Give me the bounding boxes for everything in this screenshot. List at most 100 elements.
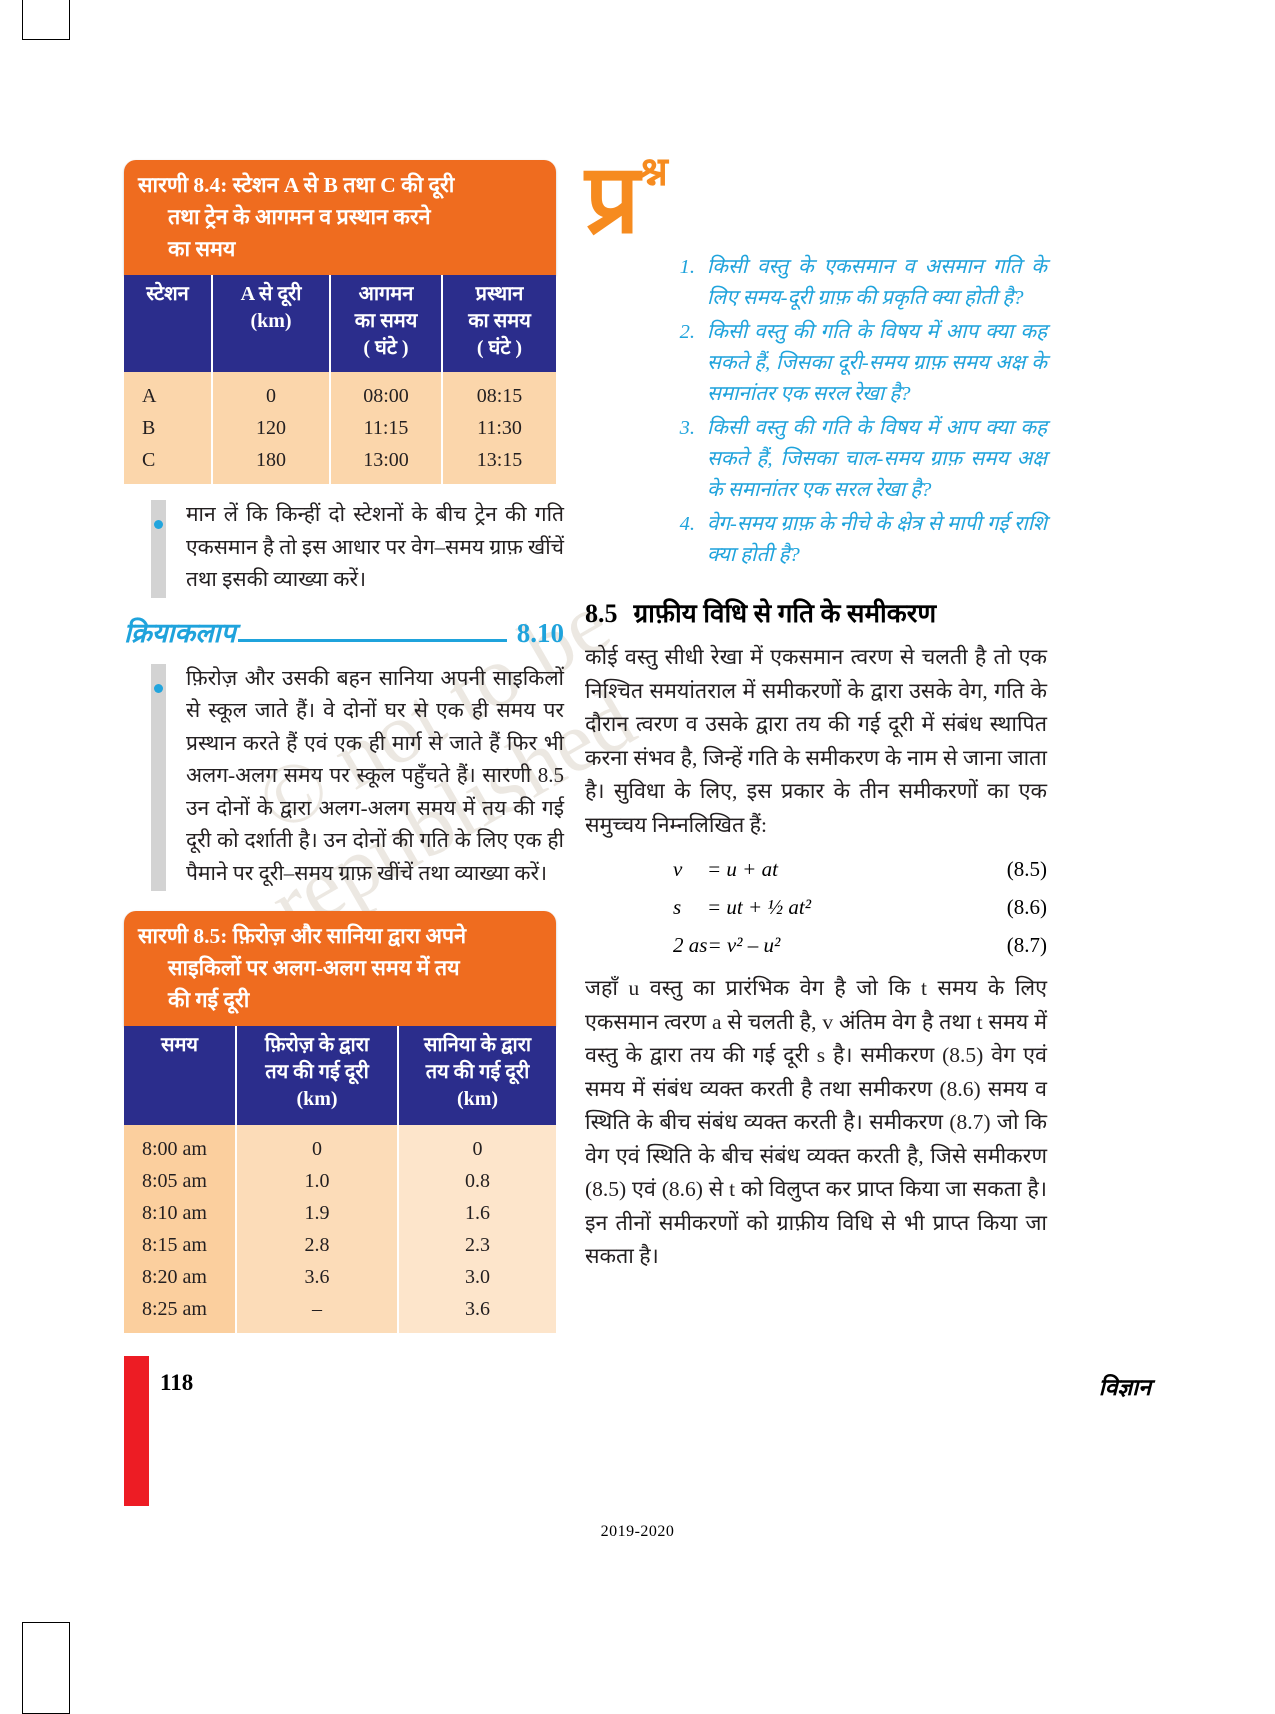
cell-time: 8:10 am: [124, 1197, 237, 1229]
equation-rhs: = v² – u²: [707, 933, 781, 957]
caption-line-1: सारणी 8.4: स्टेशन A से B तथा C की दूरी: [138, 173, 455, 197]
equation-body: s = ut + ½ at²: [585, 888, 955, 926]
question-item: 2. किसी वस्तु की गति के विषय में आप क्या…: [661, 317, 1047, 410]
question-item: 1. किसी वस्तु के एकसमान व असमान गति के ल…: [661, 252, 1047, 314]
section-paragraph-1: कोई वस्तु सीधी रेखा में एकसमान त्वरण से …: [585, 645, 1047, 837]
glyph-pra: प्र: [585, 146, 640, 253]
th-sania-distance: सानिया के द्वारा तय की गई दूरी (km): [398, 1026, 556, 1125]
equation-tag: (8.7): [1006, 933, 1047, 957]
cell-time: 8:00 am: [124, 1125, 237, 1165]
page-number: 118: [160, 1370, 194, 1395]
cell-sania: 0.8: [398, 1165, 556, 1197]
bullet-dot-icon: [154, 683, 163, 693]
caption-line-1: सारणी 8.5: फ़िरोज़ और सानिया द्वारा अपने: [138, 924, 467, 948]
table-8-5: सारणी 8.5: फ़िरोज़ और सानिया द्वारा अपने…: [124, 911, 556, 1333]
bullet-dot-icon: [154, 520, 163, 529]
question-number: 4.: [679, 513, 695, 535]
cell-station: B: [124, 412, 213, 444]
cell-arrival: 08:00: [330, 372, 443, 412]
crop-mark-bottom-left: [22, 1622, 70, 1714]
th-departure: प्रस्थान का समय ( घंटे ): [442, 275, 556, 372]
bullet-after-table-8-4: मान लें कि किन्हीं दो स्टेशनों के बीच ट्…: [124, 498, 564, 598]
cell-departure: 08:15: [442, 372, 556, 412]
bullet-text: मान लें कि किन्हीं दो स्टेशनों के बीच ट्…: [186, 502, 564, 591]
question-number: 3.: [679, 417, 695, 439]
activity-label: क्रियाकलाप: [124, 617, 236, 648]
equation-rhs: = u + at: [707, 857, 778, 881]
questions-list: 1. किसी वस्तु के एकसमान व असमान गति के ल…: [585, 252, 1047, 571]
cell-departure: 11:30: [442, 412, 556, 444]
table-row: 8:05 am 1.0 0.8: [124, 1165, 556, 1197]
table-row: 8:00 am 0 0: [124, 1125, 556, 1165]
cell-feroz: 0: [236, 1125, 399, 1165]
table-row: 8:15 am 2.8 2.3: [124, 1229, 556, 1261]
equation-row: v = u + at (8.5): [585, 850, 1047, 888]
table-8-4-grid: स्टेशन A से दूरी (km) आगमन का समय ( घंटे…: [124, 275, 556, 484]
right-column: प्रश्न 1. किसी वस्तु के एकसमान व असमान ग…: [585, 152, 1047, 1274]
activity-rule: [237, 638, 507, 642]
cell-sania: 0: [398, 1125, 556, 1165]
table-8-4-caption: सारणी 8.4: स्टेशन A से B तथा C की दूरी त…: [124, 160, 556, 275]
cell-distance: 120: [212, 412, 331, 444]
cell-feroz: –: [236, 1293, 399, 1333]
caption-line-2: तथा ट्रेन के आगमन व प्रस्थान करने: [168, 205, 431, 229]
cell-arrival: 11:15: [330, 412, 443, 444]
table-header-row: समय फ़िरोज़ के द्वारा तय की गई दूरी (km)…: [124, 1026, 556, 1125]
cell-feroz: 1.0: [236, 1165, 399, 1197]
cell-distance: 0: [212, 372, 331, 412]
cell-departure: 13:15: [442, 444, 556, 484]
question-text: किसी वस्तु के एकसमान व असमान गति के लिए …: [707, 256, 1047, 309]
table-row: A 0 08:00 08:15: [124, 372, 556, 412]
equation-row: s = ut + ½ at² (8.6): [585, 888, 1047, 926]
cell-sania: 1.6: [398, 1197, 556, 1229]
questions-heading-glyph: प्रश्न: [585, 152, 668, 248]
cell-station: A: [124, 372, 213, 412]
th-time: समय: [124, 1026, 237, 1125]
th-station: स्टेशन: [124, 275, 213, 372]
equation-tag: (8.5): [1006, 857, 1047, 881]
table-row: 8:25 am – 3.6: [124, 1293, 556, 1333]
cell-time: 8:15 am: [124, 1229, 237, 1261]
left-column: सारणी 8.4: स्टेशन A से B तथा C की दूरी त…: [124, 160, 564, 1337]
section-number: 8.5: [585, 599, 618, 628]
cell-distance: 180: [212, 444, 331, 484]
cell-time: 8:20 am: [124, 1261, 237, 1293]
th-distance: A से दूरी (km): [212, 275, 331, 372]
section-title: ग्राफ़ीय विधि से गति के समीकरण: [633, 599, 937, 628]
question-item: 4. वेग-समय ग्राफ़ के नीचे के क्षेत्र से …: [661, 509, 1047, 571]
section-heading: 8.5 ग्राफ़ीय विधि से गति के समीकरण: [585, 597, 1047, 631]
table-row: 8:10 am 1.9 1.6: [124, 1197, 556, 1229]
th-arrival: आगमन का समय ( घंटे ): [330, 275, 443, 372]
table-row: C 180 13:00 13:15: [124, 444, 556, 484]
question-item: 3. किसी वस्तु की गति के विषय में आप क्या…: [661, 413, 1047, 506]
activity-heading: क्रियाकलाप 8.10: [124, 618, 564, 648]
cell-feroz: 3.6: [236, 1261, 399, 1293]
cell-station: C: [124, 444, 213, 484]
caption-line-3: की गई दूरी: [168, 988, 250, 1012]
cell-arrival: 13:00: [330, 444, 443, 484]
question-text: किसी वस्तु की गति के विषय में आप क्या कह…: [707, 321, 1047, 405]
edition-year: 2019-2020: [600, 1523, 675, 1540]
bullet-side-bar: [151, 500, 166, 598]
subject-label: विज्ञान: [1098, 1375, 1151, 1400]
question-text: वेग-समय ग्राफ़ के नीचे के क्षेत्र से माप…: [707, 513, 1047, 566]
bullet-side-bar: [151, 663, 166, 891]
cell-feroz: 2.8: [236, 1229, 399, 1261]
question-text: किसी वस्तु की गति के विषय में आप क्या कह…: [707, 417, 1047, 501]
cell-sania: 2.3: [398, 1229, 556, 1261]
cell-time: 8:05 am: [124, 1165, 237, 1197]
table-8-4: सारणी 8.4: स्टेशन A से B तथा C की दूरी त…: [124, 160, 556, 484]
cell-sania: 3.6: [398, 1293, 556, 1333]
cell-time: 8:25 am: [124, 1293, 237, 1333]
questions-heading: प्रश्न: [585, 152, 1047, 252]
equation-tag: (8.6): [1006, 895, 1047, 919]
table-header-row: स्टेशन A से दूरी (km) आगमन का समय ( घंटे…: [124, 275, 556, 372]
cell-sania: 3.0: [398, 1261, 556, 1293]
equation-body: 2 as= v² – u²: [585, 926, 955, 964]
folio-bar: [124, 1356, 149, 1506]
glyph-shn: श्न: [639, 149, 668, 194]
table-row: B 120 11:15 11:30: [124, 412, 556, 444]
question-number: 1.: [679, 256, 695, 278]
equation-rhs: = ut + ½ at²: [707, 895, 812, 919]
